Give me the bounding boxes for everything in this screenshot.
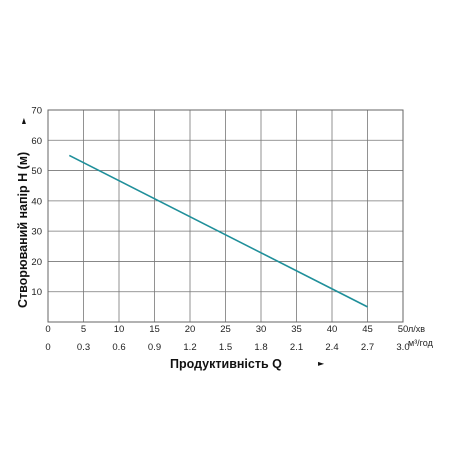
grid xyxy=(47,109,404,322)
y-tick-label: 60 xyxy=(31,136,42,147)
x-tick-labels-secondary: 0 0.3 0.6 0.9 1.2 1.5 1.8 2.1 2.4 2.7 3.0 xyxy=(45,342,409,353)
x-tick-label-secondary: 1.5 xyxy=(219,342,232,353)
y-axis-title-group: Створюваний напір H (м) ► xyxy=(16,117,30,308)
y-tick-labels: 10 20 30 40 50 60 70 xyxy=(31,106,42,299)
x-tick-label-secondary: 0.9 xyxy=(148,342,161,353)
x-tick-label-secondary: 1.8 xyxy=(254,342,267,353)
y-axis-arrow-icon: ► xyxy=(19,117,28,124)
x-tick-label-secondary: 3.0 xyxy=(396,342,409,353)
y-tick-label: 70 xyxy=(31,106,42,117)
x-tick-label-primary: 15 xyxy=(149,324,160,335)
y-tick-label: 30 xyxy=(31,227,42,238)
x-axis-title-group: Продуктивність Q ► xyxy=(170,357,325,371)
x-tick-labels-primary: 0 5 10 15 20 25 30 35 40 45 50 xyxy=(45,324,408,335)
plot-frame xyxy=(47,109,404,323)
x-tick-label-primary: 30 xyxy=(256,324,267,335)
x-tick-label-primary: 5 xyxy=(81,324,86,335)
y-tick-label: 40 xyxy=(31,196,42,207)
x-unit-primary: л/хв xyxy=(408,324,425,334)
x-tick-label-secondary: 2.4 xyxy=(325,342,338,353)
x-tick-label-secondary: 2.1 xyxy=(290,342,303,353)
x-axis-arrow-icon: ► xyxy=(318,359,325,368)
y-tick-label: 20 xyxy=(31,257,42,268)
y-tick-label: 50 xyxy=(31,166,42,177)
x-tick-label-primary: 20 xyxy=(185,324,196,335)
x-tick-label-secondary: 2.7 xyxy=(361,342,374,353)
x-tick-label-secondary: 0 xyxy=(45,342,50,353)
x-axis-title: Продуктивність Q xyxy=(170,357,282,371)
y-tick-label: 10 xyxy=(31,287,42,298)
x-tick-label-primary: 25 xyxy=(220,324,231,335)
x-tick-label-primary: 0 xyxy=(45,324,50,335)
x-unit-secondary: м³/год xyxy=(408,338,434,348)
x-tick-label-secondary: 0.6 xyxy=(112,342,125,353)
y-axis-title: Створюваний напір H (м) xyxy=(16,152,30,308)
x-tick-label-secondary: 1.2 xyxy=(183,342,196,353)
x-tick-label-primary: 35 xyxy=(291,324,302,335)
x-tick-label-primary: 45 xyxy=(362,324,373,335)
x-tick-label-secondary: 0.3 xyxy=(77,342,90,353)
series-line-head-curve xyxy=(68,154,368,308)
x-tick-label-primary: 50 xyxy=(398,324,409,335)
x-tick-label-primary: 10 xyxy=(114,324,125,335)
series-group xyxy=(68,154,368,308)
x-tick-label-primary: 40 xyxy=(327,324,338,335)
